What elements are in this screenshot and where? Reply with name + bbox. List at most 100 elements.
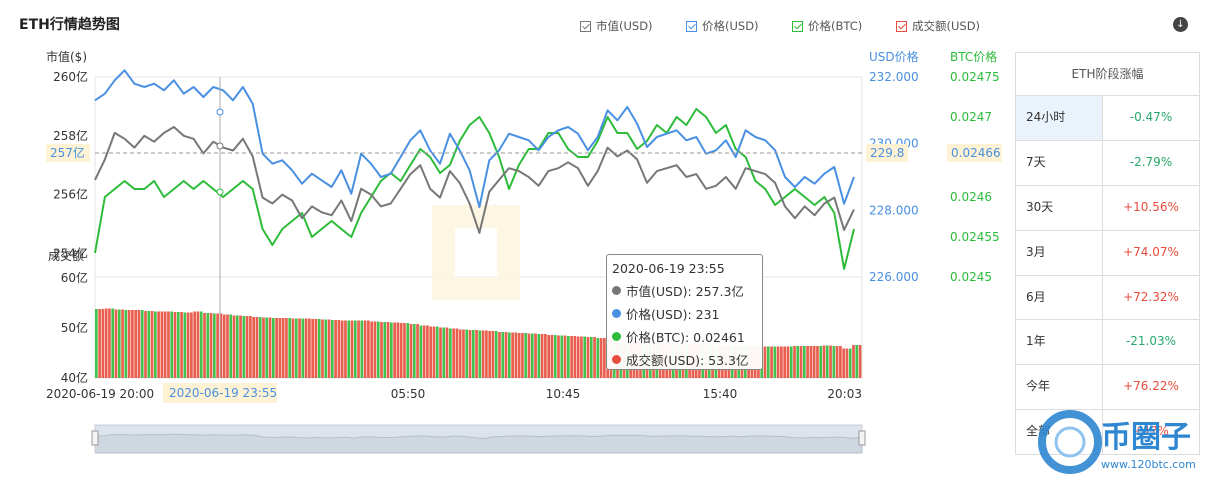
volume-bar [435, 326, 439, 378]
volume-bar [304, 318, 308, 378]
volume-bar [504, 332, 508, 378]
volume-bar [311, 319, 315, 378]
left-tick-label: 254亿 [53, 245, 88, 260]
volume-bar [501, 332, 505, 378]
volume-bar [331, 320, 334, 378]
checkbox-icon[interactable] [580, 20, 591, 32]
legend-item[interactable]: 市值(USD) [580, 17, 653, 35]
tooltip-item-volume: 成交额(USD): 53.3亿 [612, 350, 762, 369]
volume-bar [262, 317, 265, 378]
volume-bar [373, 321, 377, 378]
volume-bar [252, 317, 256, 378]
table-row[interactable]: 3月 +74.07% [1016, 230, 1199, 276]
volume-bar [567, 336, 570, 378]
volume-bar [481, 330, 485, 378]
legend-item[interactable]: 成交额(USD) [896, 17, 980, 35]
volume-bar [452, 328, 455, 378]
volume-bar [786, 346, 790, 378]
volume-bar [412, 324, 416, 378]
volume-bar [170, 311, 174, 378]
volume-bar [190, 312, 193, 378]
volume-bar [137, 310, 141, 378]
table-row[interactable]: 30天 +10.56% [1016, 185, 1199, 231]
range-handle-right[interactable] [858, 430, 866, 446]
volume-bar [288, 318, 292, 378]
volume-bar [127, 310, 131, 378]
checkbox-icon[interactable] [896, 20, 907, 32]
period-label: 1年 [1016, 320, 1103, 365]
volume-bar [294, 318, 298, 378]
range-handle-left[interactable] [91, 430, 99, 446]
volume-bar [98, 309, 101, 378]
checkbox-icon[interactable] [686, 20, 697, 32]
volume-bar [770, 346, 773, 378]
volume-bar [121, 309, 124, 378]
tooltip-item-price-btc: 价格(BTC): 0.02461 [612, 327, 762, 346]
volume-bar [603, 338, 606, 378]
volume-bar [812, 346, 816, 378]
volume-bar [206, 313, 210, 378]
table-row[interactable]: 1年 -21.03% [1016, 320, 1199, 366]
legend-item[interactable]: 价格(BTC) [792, 17, 862, 35]
volume-bar [203, 313, 206, 378]
volume-bar [353, 320, 357, 378]
volume-bar [337, 320, 341, 378]
volume-bar [537, 334, 541, 378]
volume-bar [530, 333, 534, 378]
table-row[interactable]: 24小时 -0.47% [1016, 96, 1199, 141]
crosshair-x-bg [163, 383, 277, 403]
volume-bar [278, 318, 282, 378]
volume-bar [488, 331, 492, 378]
legend-item[interactable]: 价格(USD) [686, 17, 759, 35]
volume-bar [475, 330, 478, 378]
volume-bar [848, 348, 852, 378]
volume-bar [557, 335, 560, 378]
volume-bar [173, 312, 177, 378]
volume-bar [803, 346, 806, 378]
volume-bar [449, 328, 452, 378]
volume-bar [458, 329, 462, 378]
download-icon[interactable]: ↓ [1173, 17, 1188, 32]
volume-bar [104, 308, 108, 378]
volume-bar [534, 333, 537, 378]
volume-bar [517, 333, 521, 378]
table-row[interactable]: 6月 +72.32% [1016, 275, 1199, 321]
series-line [94, 69, 855, 208]
volume-bar [219, 313, 223, 378]
volume-bar [393, 322, 396, 378]
eth-change-table: ETH阶段涨幅 24小时 -0.47% 7天 -2.79% 30天 +10.56% 3月 +7… [1015, 52, 1200, 456]
volume-bar [832, 346, 836, 378]
volume-bar [124, 310, 128, 378]
volume-bar [485, 330, 488, 378]
volume-bar [301, 318, 305, 378]
table-row[interactable]: 7天 -2.79% [1016, 140, 1199, 186]
volume-bar [547, 335, 551, 378]
volume-bar [403, 323, 406, 378]
volume-bar [360, 320, 364, 378]
volume-bar [855, 345, 859, 378]
volume-bar [766, 346, 770, 378]
table-row[interactable]: 今年 +76.22% [1016, 365, 1199, 411]
volume-bar [222, 314, 226, 378]
volume-bar [819, 346, 823, 378]
checkbox-icon[interactable] [792, 20, 803, 32]
volume-bar [163, 311, 167, 378]
dot-icon [612, 286, 621, 295]
volume-bar [196, 311, 200, 378]
legend-label: 成交额(USD) [912, 19, 981, 33]
x-tick-label: 15:40 [703, 387, 738, 401]
change-value: -0.47% [1129, 110, 1173, 124]
change-value: -2.79% [1129, 154, 1173, 169]
period-label: 30天 [1016, 185, 1103, 230]
crosshair-left-label: 257亿 [50, 145, 85, 160]
volume-bar [816, 346, 819, 378]
volume-bar [419, 325, 423, 378]
change-value: +72.32% [1123, 289, 1179, 304]
volume-bar [511, 332, 514, 378]
volume-bar [314, 319, 318, 378]
period-label: 今年 [1016, 365, 1103, 410]
right2-axis-title: BTC价格 [950, 49, 997, 64]
volume-bar [134, 310, 138, 378]
volume-bar [396, 322, 400, 378]
